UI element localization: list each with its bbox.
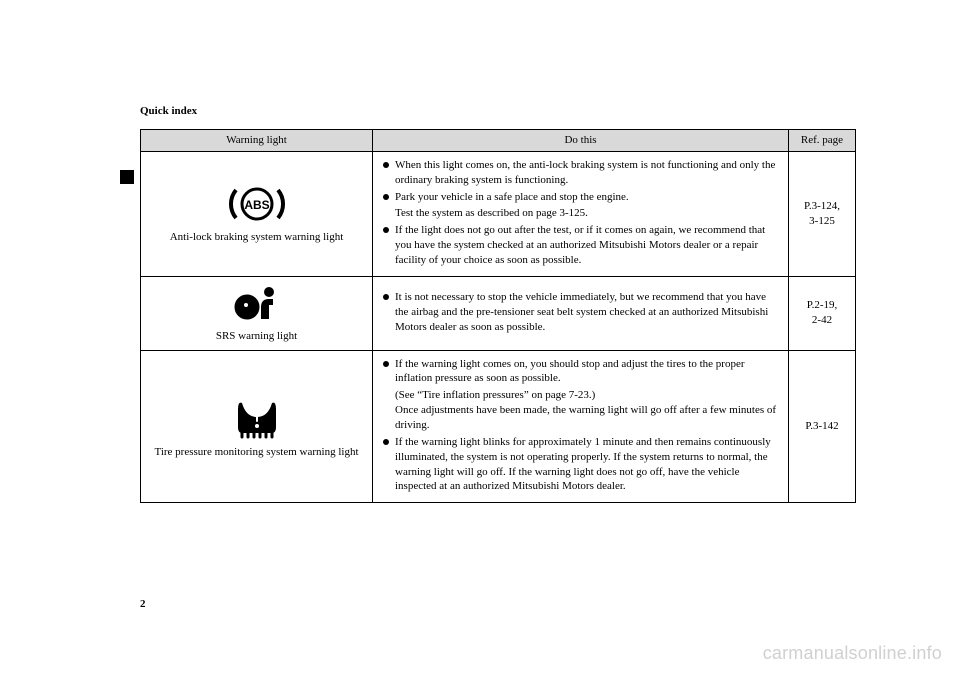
do-this-cell: It is not necessary to stop the vehicle … [373,276,789,350]
table-row: SRS warning light It is not necessary to… [141,276,856,350]
warning-light-cell: SRS warning light [141,276,373,350]
icon-caption: SRS warning light [216,329,297,344]
srs-airbag-icon [229,285,285,323]
watermark-text: carmanualsonline.info [763,643,942,664]
sub-text: (See “Tire inflation pressures” on page … [383,388,780,433]
page-title: Quick index [140,105,855,117]
col-header-ref-page: Ref. page [789,130,856,152]
page-content: Quick index Warning light Do this Ref. p… [140,105,855,503]
bullet-item: If the warning light blinks for approxim… [383,435,780,494]
warning-light-cell: ABS Anti-lock braking system warning lig… [141,151,373,276]
bullet-item: If the light does not go out after the t… [383,223,780,268]
ref-page-cell: P.3-142 [789,350,856,503]
col-header-do-this: Do this [373,130,789,152]
icon-caption: Tire pressure monitoring system warning … [155,445,359,460]
abs-icon: ABS [225,184,289,224]
bullet-item: If the warning light comes on, you shoul… [383,357,780,387]
ref-page-cell: P.3-124, 3-125 [789,151,856,276]
sub-text: Test the system as described on page 3-1… [383,206,780,221]
section-tab [120,170,134,184]
bullet-item: It is not necessary to stop the vehicle … [383,290,780,335]
bullet-item: When this light comes on, the anti-lock … [383,158,780,188]
table-row: Tire pressure monitoring system warning … [141,350,856,503]
col-header-warning-light: Warning light [141,130,373,152]
ref-page-cell: P.2-19, 2-42 [789,276,856,350]
table-row: ABS Anti-lock braking system warning lig… [141,151,856,276]
page-number: 2 [140,598,146,610]
do-this-cell: If the warning light comes on, you shoul… [373,350,789,503]
svg-text:ABS: ABS [244,198,269,212]
do-this-cell: When this light comes on, the anti-lock … [373,151,789,276]
tire-pressure-icon [232,395,282,439]
warning-light-table: Warning light Do this Ref. page [140,129,856,503]
warning-light-cell: Tire pressure monitoring system warning … [141,350,373,503]
bullet-item: Park your vehicle in a safe place and st… [383,190,780,205]
icon-caption: Anti-lock braking system warning light [170,230,344,245]
